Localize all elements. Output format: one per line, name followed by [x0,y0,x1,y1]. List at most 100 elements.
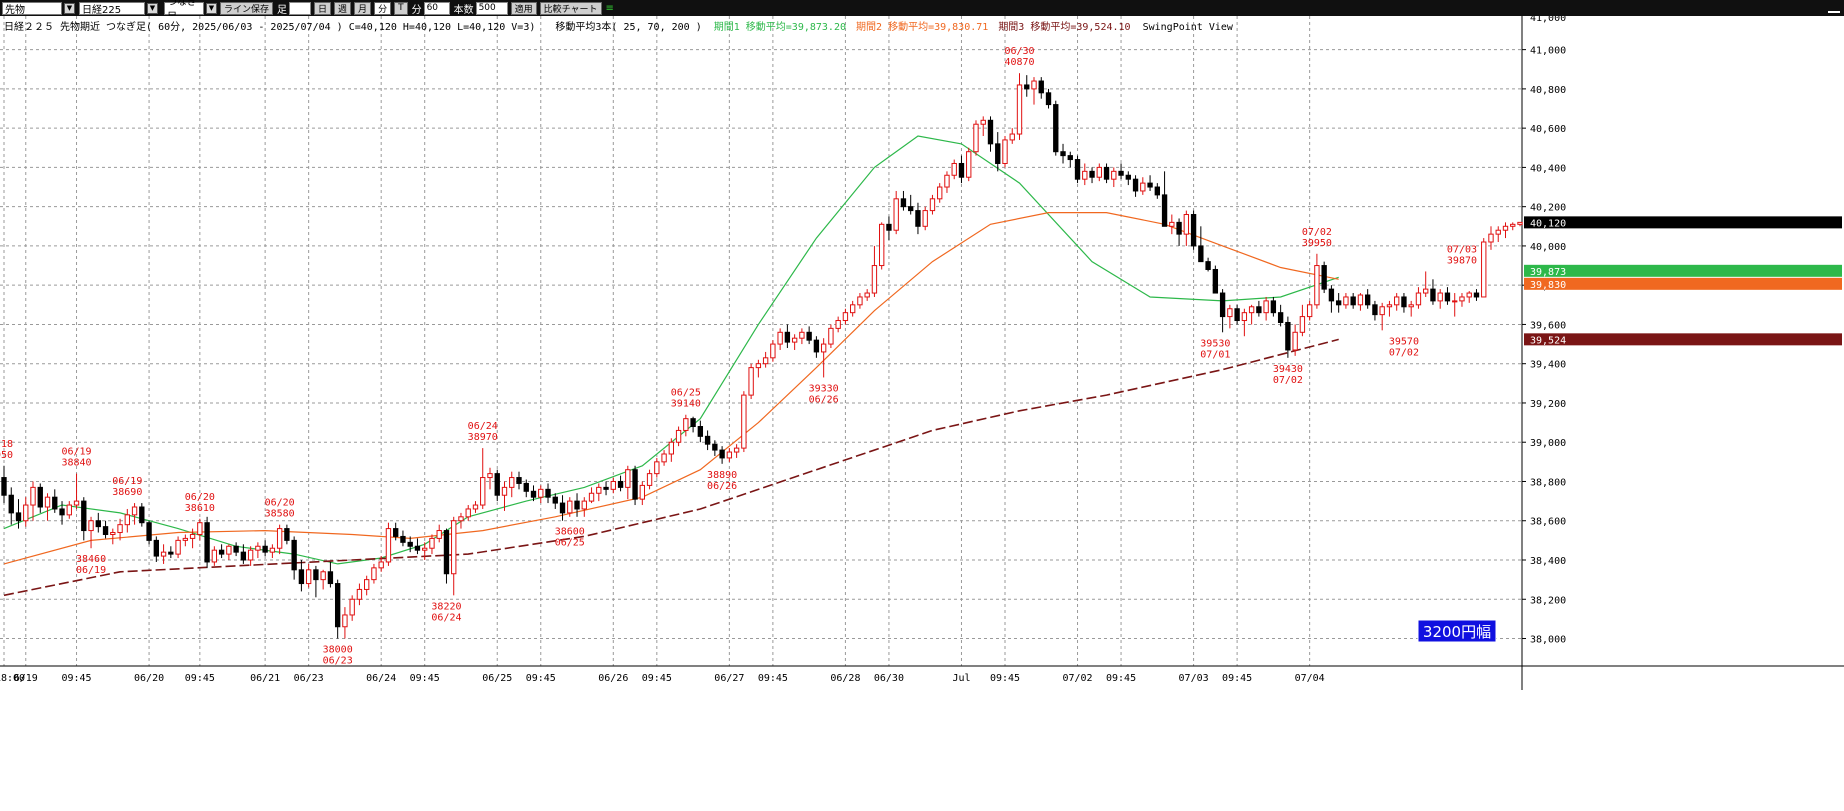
candle [1103,163,1110,184]
candle-body [864,292,870,298]
candle-body [516,477,522,484]
candle [777,328,783,350]
candle-body [1328,288,1335,302]
candle-body [1147,182,1153,188]
candle [334,579,341,639]
ma3-readout: 期間3 移動平均=39,524.10 [998,22,1131,33]
candle [1510,222,1516,231]
candle [81,497,87,541]
candle-body [443,530,450,575]
candle-body [777,331,783,345]
ohlcv-readout: C=40,120 H=40,120 L=40,120 V=3) [348,22,536,33]
candle [218,544,225,559]
candle [1227,304,1233,329]
candle-body [1488,233,1494,243]
candle-body [305,569,312,585]
candle-body [842,312,849,322]
candle [567,497,573,517]
candle [356,583,363,606]
apply-button[interactable]: 適用 [510,1,537,15]
candle [1379,302,1385,331]
candle [342,607,348,639]
candle [458,512,464,529]
chart-background [0,16,1844,811]
candle [1169,214,1175,235]
period-month-button[interactable]: 月 [354,1,372,15]
candle-body [523,482,529,492]
swing-point-label: 06/20 [185,492,215,503]
chevron-down-icon[interactable]: ▼ [147,2,158,14]
minimize-icon[interactable] [1828,3,1840,13]
swing-point-label: 39430 [1273,364,1303,375]
x-tick-label: 09:45 [185,673,215,684]
candle [407,536,413,553]
index-select[interactable]: 日経225 [79,1,145,16]
candle-body [1343,296,1349,306]
candle-body [951,162,957,176]
candle [661,450,667,466]
candle [1082,163,1088,186]
candle [1277,304,1284,327]
candle-body [1212,268,1219,294]
chevron-down-icon[interactable]: ▼ [206,2,217,14]
candle [1423,271,1429,297]
candle [864,289,870,301]
chevron-down-icon[interactable]: ▼ [64,2,75,14]
candle-body [436,530,442,539]
candle-body [632,469,638,500]
candle-body [871,265,878,294]
period-minute-button[interactable]: 分 [374,1,392,15]
period-day-button[interactable]: 日 [314,1,332,15]
compare-chart-button[interactable]: 比較チャート [539,1,602,15]
candle [1430,279,1436,305]
candle [472,501,479,513]
candle-body [197,522,203,535]
candle-body [1321,265,1327,290]
candle-body [1031,80,1037,90]
swing-point-label: 06/24 [431,612,461,623]
ashi-number-input[interactable] [289,1,312,15]
line-save-button[interactable]: ライン保存 [220,1,274,15]
candle-body [552,496,558,504]
candle-body [334,583,341,628]
candle-body [429,537,435,549]
price-tag-label: 39,830 [1530,280,1566,291]
candle [204,516,210,568]
chart-style-icon[interactable]: ≡ [605,2,614,14]
period-tick-button[interactable]: T [394,1,408,15]
y-tick-label: 40,000 [1530,242,1566,253]
candle-body [538,488,544,498]
count-input[interactable]: 500 [475,1,508,15]
candle-body [385,528,392,563]
candle-body [1241,312,1248,322]
candle [1096,163,1102,182]
candle-body [654,461,660,475]
y-tick-label: 39,200 [1530,399,1566,410]
candle-body [298,569,305,585]
candle-body [900,198,907,208]
candle [842,308,849,325]
candle-body [276,528,283,549]
candle [755,359,762,378]
candle [1038,77,1044,99]
candle-body [668,441,675,455]
market-select[interactable]: 先物 [2,1,62,16]
chart-info-bar: 日経２２５ 先物期近 つなぎ足( 60分, 2025/06/03 - 2025/… [4,18,1233,33]
candle-body [189,533,196,539]
candle-body [327,571,334,585]
candle [262,540,268,557]
ashi-select[interactable]: つなぎ足 [164,0,204,23]
candle [915,202,921,235]
candle [523,479,529,498]
period-week-button[interactable]: 週 [334,1,352,15]
candle-body [494,473,500,496]
candle [610,477,616,494]
candle-body [1009,133,1015,141]
candle-body [182,537,189,541]
candle [1248,304,1255,325]
y-tick-label: 41,000 [1530,46,1566,57]
swing-point-label: 38840 [61,458,91,469]
candle-body [806,331,812,341]
minute-input[interactable]: 60 [423,1,450,15]
candle [255,542,261,559]
